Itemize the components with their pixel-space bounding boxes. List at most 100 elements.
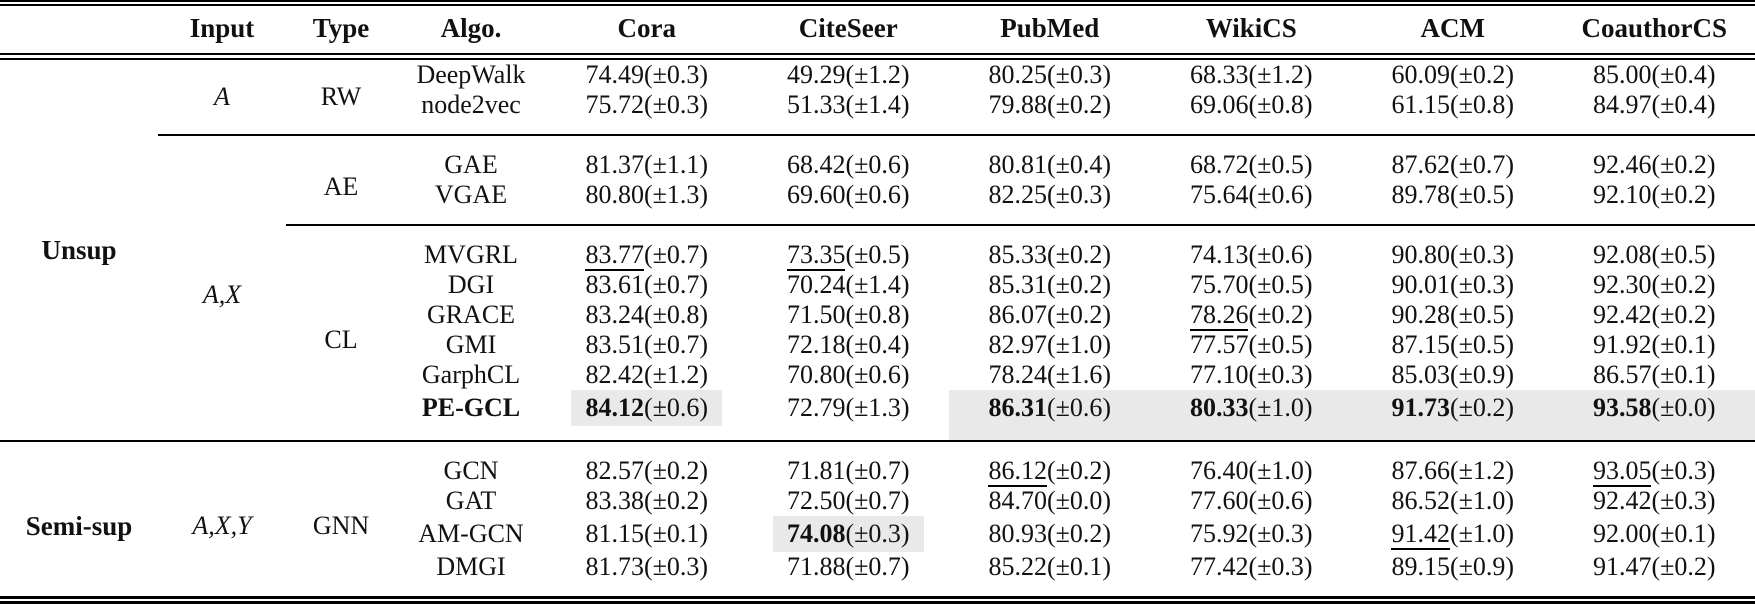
score-std: (±0.2) bbox=[1450, 393, 1514, 422]
score-wrap: 72.50(±0.7) bbox=[787, 486, 910, 516]
score-wrap: 78.26(±0.2) bbox=[1190, 300, 1313, 330]
score-value: 83.24 bbox=[585, 300, 644, 329]
score-cell: 83.61(±0.7) bbox=[546, 270, 748, 300]
score-std: (±0.7) bbox=[845, 456, 909, 485]
score-value: 86.31 bbox=[988, 393, 1047, 422]
score-wrap: 84.97(±0.4) bbox=[1593, 90, 1716, 120]
score-value: 89.78 bbox=[1391, 180, 1450, 209]
score-value: 90.80 bbox=[1391, 240, 1450, 269]
score-value: 77.60 bbox=[1190, 486, 1249, 515]
score-wrap: 86.07(±0.2) bbox=[988, 300, 1111, 330]
score-std: (±0.6) bbox=[1248, 180, 1312, 209]
score-std: (±0.3) bbox=[1248, 360, 1312, 389]
score-wrap: 77.10(±0.3) bbox=[1190, 360, 1313, 390]
score-cell: 60.09(±0.2) bbox=[1352, 57, 1554, 91]
score-std: (±0.1) bbox=[1651, 360, 1715, 389]
score-wrap: 80.93(±0.2) bbox=[988, 519, 1111, 549]
score-cell: 83.77(±0.7) bbox=[546, 225, 748, 270]
score-cell: 91.42(±1.0) bbox=[1352, 516, 1554, 552]
score-cell: 72.50(±0.7) bbox=[748, 486, 950, 516]
score-wrap: 77.42(±0.3) bbox=[1190, 552, 1313, 582]
score-wrap: 92.00(±0.1) bbox=[1593, 519, 1716, 549]
score-std: (±0.6) bbox=[1047, 393, 1111, 422]
score-std: (±0.3) bbox=[1248, 552, 1312, 581]
score-std: (±0.8) bbox=[845, 300, 909, 329]
algo-cell: GMI bbox=[396, 330, 546, 360]
score-cell: 93.05(±0.3) bbox=[1554, 441, 1755, 486]
score-cell: 85.31(±0.2) bbox=[949, 270, 1151, 300]
score-value: 85.00 bbox=[1593, 60, 1652, 89]
score-cell: 80.81(±0.4) bbox=[949, 135, 1151, 180]
score-cell: 83.38(±0.2) bbox=[546, 486, 748, 516]
score-cell: 86.12(±0.2) bbox=[949, 441, 1151, 486]
score-std: (±0.2) bbox=[1651, 300, 1715, 329]
score-std: (±1.0) bbox=[1450, 519, 1514, 548]
score-std: (±0.2) bbox=[1248, 300, 1312, 329]
score-wrap: 83.51(±0.7) bbox=[585, 330, 708, 360]
score-std: (±0.3) bbox=[1450, 270, 1514, 299]
score-std: (±0.8) bbox=[1450, 90, 1514, 119]
score-value: 91.92 bbox=[1593, 330, 1652, 359]
score-std: (±1.2) bbox=[1248, 60, 1312, 89]
algo-cell: AM-GCN bbox=[396, 516, 546, 552]
score-value: 91.47 bbox=[1593, 552, 1652, 581]
score-value: 87.62 bbox=[1391, 150, 1450, 179]
score-value: 70.80 bbox=[787, 360, 846, 389]
score-value: 85.31 bbox=[988, 270, 1047, 299]
score-cell: 80.25(±0.3) bbox=[949, 57, 1151, 91]
score-value: 77.57 bbox=[1190, 330, 1249, 359]
score-cell: 85.00(±0.4) bbox=[1554, 57, 1755, 91]
type-cell: RW bbox=[286, 57, 396, 136]
score-cell: 90.01(±0.3) bbox=[1352, 270, 1554, 300]
score-std: (±0.1) bbox=[1651, 519, 1715, 548]
score-value: 73.35 bbox=[787, 240, 846, 271]
score-value: 69.60 bbox=[787, 180, 846, 209]
score-wrap: 81.15(±0.1) bbox=[585, 519, 708, 549]
score-value: 61.15 bbox=[1391, 90, 1450, 119]
score-std: (±1.2) bbox=[644, 360, 708, 389]
score-cell: 86.31(±0.6) bbox=[949, 390, 1151, 441]
score-value: 77.42 bbox=[1190, 552, 1249, 581]
score-cell: 77.60(±0.6) bbox=[1151, 486, 1353, 516]
score-value: 87.66 bbox=[1391, 456, 1450, 485]
score-std: (±0.2) bbox=[1047, 519, 1111, 548]
score-cell: 91.73(±0.2) bbox=[1352, 390, 1554, 441]
score-std: (±0.7) bbox=[644, 330, 708, 359]
score-std: (±0.9) bbox=[1450, 552, 1514, 581]
score-cell: 75.92(±0.3) bbox=[1151, 516, 1353, 552]
score-wrap: 80.25(±0.3) bbox=[988, 60, 1111, 90]
score-cell: 51.33(±1.4) bbox=[748, 90, 950, 135]
score-wrap: 75.70(±0.5) bbox=[1190, 270, 1313, 300]
score-wrap: 92.42(±0.2) bbox=[1593, 300, 1716, 330]
score-wrap: 74.08(±0.3) bbox=[773, 516, 924, 552]
score-value: 91.73 bbox=[1391, 393, 1450, 422]
score-cell: 92.10(±0.2) bbox=[1554, 180, 1755, 225]
score-wrap: 77.57(±0.5) bbox=[1190, 330, 1313, 360]
score-cell: 70.80(±0.6) bbox=[748, 360, 950, 390]
score-std: (±0.0) bbox=[1651, 393, 1715, 422]
score-cell: 80.80(±1.3) bbox=[546, 180, 748, 225]
score-wrap: 75.64(±0.6) bbox=[1190, 180, 1313, 210]
score-cell: 92.46(±0.2) bbox=[1554, 135, 1755, 180]
score-cell: 75.72(±0.3) bbox=[546, 90, 748, 135]
score-value: 81.73 bbox=[585, 552, 644, 581]
score-cell: 82.42(±1.2) bbox=[546, 360, 748, 390]
score-cell: 87.66(±1.2) bbox=[1352, 441, 1554, 486]
score-wrap: 83.77(±0.7) bbox=[585, 240, 708, 270]
score-value: 68.72 bbox=[1190, 150, 1249, 179]
score-cell: 82.97(±1.0) bbox=[949, 330, 1151, 360]
input-cell: A,X,Y bbox=[158, 441, 286, 600]
score-wrap: 71.88(±0.7) bbox=[787, 552, 910, 582]
score-value: 84.97 bbox=[1593, 90, 1652, 119]
score-wrap: 93.58(±0.0) bbox=[1593, 393, 1716, 423]
score-std: (±0.3) bbox=[1651, 456, 1715, 485]
score-wrap: 60.09(±0.2) bbox=[1391, 60, 1514, 90]
score-std: (±0.2) bbox=[1651, 150, 1715, 179]
score-value: 90.28 bbox=[1391, 300, 1450, 329]
score-wrap: 49.29(±1.2) bbox=[787, 60, 910, 90]
score-value: 84.70 bbox=[988, 486, 1047, 515]
score-std: (±0.5) bbox=[1651, 240, 1715, 269]
score-cell: 80.93(±0.2) bbox=[949, 516, 1151, 552]
score-std: (±0.4) bbox=[845, 330, 909, 359]
algo-cell: node2vec bbox=[396, 90, 546, 135]
